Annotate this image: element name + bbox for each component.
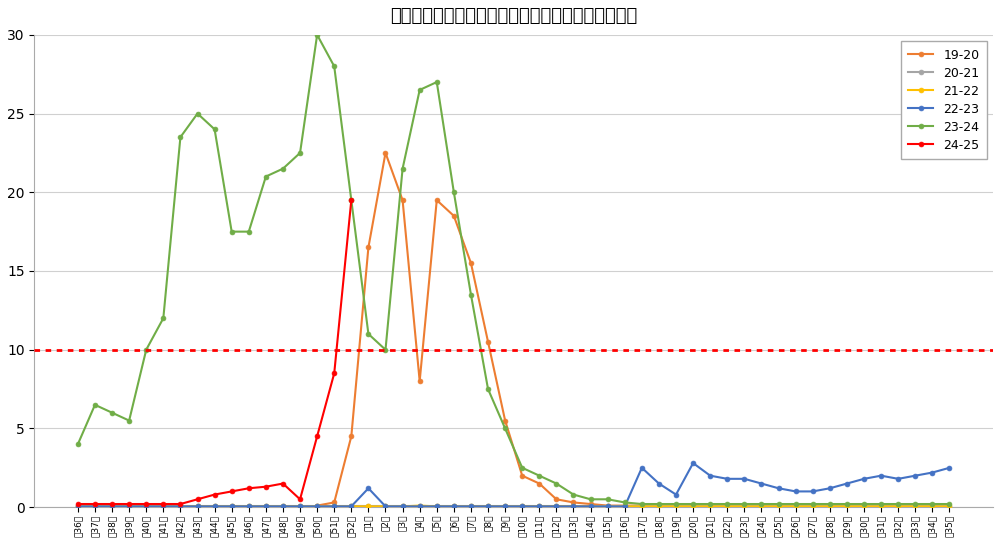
22-23	[636, 465, 648, 471]
21-22	[72, 503, 84, 510]
22-23	[379, 503, 391, 510]
23-24	[140, 347, 152, 353]
20-21	[602, 503, 614, 510]
23-24	[397, 165, 409, 172]
24-25	[72, 501, 84, 508]
22-23	[687, 460, 699, 466]
24-25	[140, 501, 152, 508]
20-21	[636, 503, 648, 510]
23-24	[72, 441, 84, 448]
21-22	[414, 502, 426, 509]
23-24	[619, 499, 631, 506]
21-22	[653, 503, 665, 510]
Legend: 19-20, 20-21, 21-22, 22-23, 23-24, 24-25: 19-20, 20-21, 21-22, 22-23, 23-24, 24-25	[901, 41, 987, 159]
20-21	[875, 503, 887, 510]
20-21	[72, 503, 84, 510]
22-23	[72, 503, 84, 510]
Line: 19-20: 19-20	[315, 151, 661, 508]
Title: インフルエンザの定点当りの患者発生状況（県内）: インフルエンザの定点当りの患者発生状況（県内）	[390, 7, 637, 25]
20-21	[943, 503, 955, 510]
23-24	[636, 501, 648, 508]
22-23	[602, 503, 614, 510]
Line: 23-24: 23-24	[75, 33, 952, 506]
23-24	[670, 501, 682, 508]
20-21	[379, 503, 391, 510]
19-20	[636, 502, 648, 509]
22-23	[482, 503, 494, 510]
22-23	[140, 503, 152, 510]
Line: 24-25: 24-25	[75, 197, 354, 506]
22-23	[892, 475, 904, 482]
23-24	[550, 480, 562, 487]
19-20	[482, 338, 494, 345]
Line: 21-22: 21-22	[75, 503, 952, 509]
21-22	[499, 503, 511, 510]
22-23	[943, 465, 955, 471]
21-22	[140, 503, 152, 510]
23-24	[499, 425, 511, 432]
20-21	[482, 503, 494, 510]
Line: 22-23: 22-23	[75, 461, 952, 509]
23-24	[311, 32, 323, 38]
23-24	[943, 501, 955, 508]
19-20	[602, 502, 614, 509]
21-22	[619, 503, 631, 510]
21-22	[379, 503, 391, 510]
21-22	[943, 503, 955, 510]
19-20	[379, 150, 391, 156]
Line: 20-21: 20-21	[75, 504, 952, 509]
21-22	[892, 503, 904, 510]
20-21	[140, 503, 152, 510]
